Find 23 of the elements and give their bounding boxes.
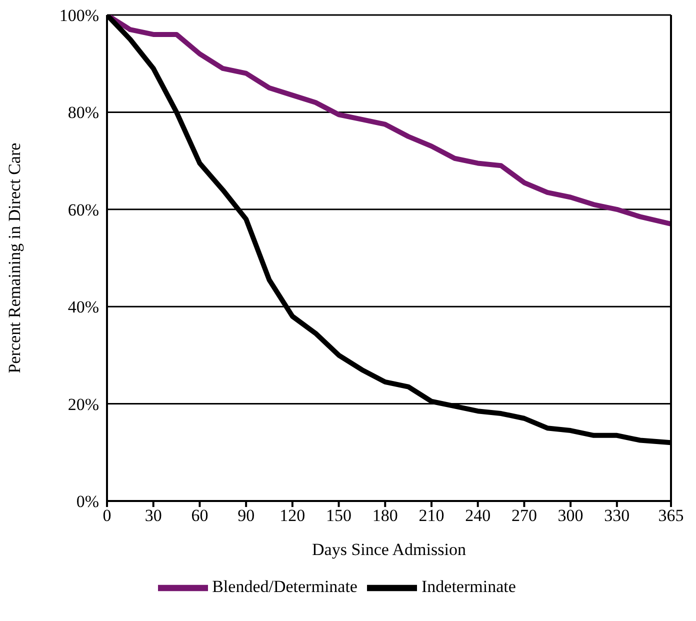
x-tick-label: 0	[102, 506, 112, 526]
x-tick-label: 365	[658, 506, 684, 526]
y-tick-label: 40%	[68, 298, 99, 317]
y-tick-label: 0%	[76, 492, 99, 512]
x-tick-label: 330	[604, 506, 630, 526]
legend-label: Blended/Determinate	[212, 576, 358, 596]
x-tick-label: 120	[280, 506, 306, 526]
x-tick-label: 150	[326, 506, 352, 526]
x-tick-label: 30	[144, 506, 162, 526]
y-tick-label: 80%	[68, 103, 99, 122]
y-tick-label: 60%	[68, 200, 99, 220]
x-tick-label: 90	[238, 506, 255, 526]
x-tick-label: 60	[191, 506, 208, 526]
x-tick-label: 180	[372, 506, 398, 526]
x-tick-label: 270	[511, 506, 537, 526]
legend-label: Indeterminate	[421, 576, 516, 596]
y-axis-title: Percent Remaining in Direct Care	[5, 142, 24, 374]
y-tick-label: 20%	[68, 394, 99, 414]
x-tick-label: 240	[465, 506, 491, 526]
x-tick-label: 210	[418, 506, 444, 526]
x-tick-label: 300	[558, 506, 584, 526]
x-axis-title: Days Since Admission	[312, 540, 466, 559]
y-tick-label: 100%	[59, 6, 99, 26]
